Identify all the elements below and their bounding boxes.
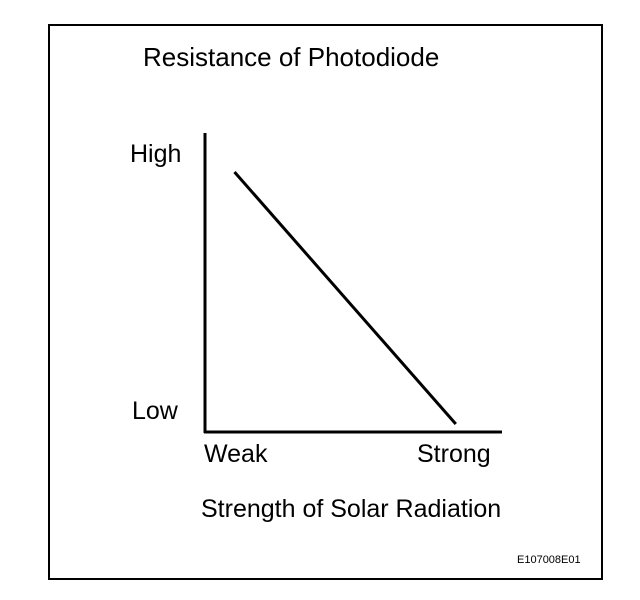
chart-title: Resistance of Photodiode xyxy=(143,42,440,72)
series-line-0 xyxy=(233,171,457,425)
figure-id: E107008E01 xyxy=(517,554,581,566)
figure-frame xyxy=(48,24,603,580)
x-axis-title: Strength of Solar Radiation xyxy=(201,495,502,523)
series-layer xyxy=(233,171,457,425)
y-tick-label-low: Low xyxy=(132,397,178,425)
x-tick-label-weak: Weak xyxy=(204,440,268,468)
y-tick-label-high: High xyxy=(130,140,182,168)
x-tick-label-strong: Strong xyxy=(417,440,491,468)
